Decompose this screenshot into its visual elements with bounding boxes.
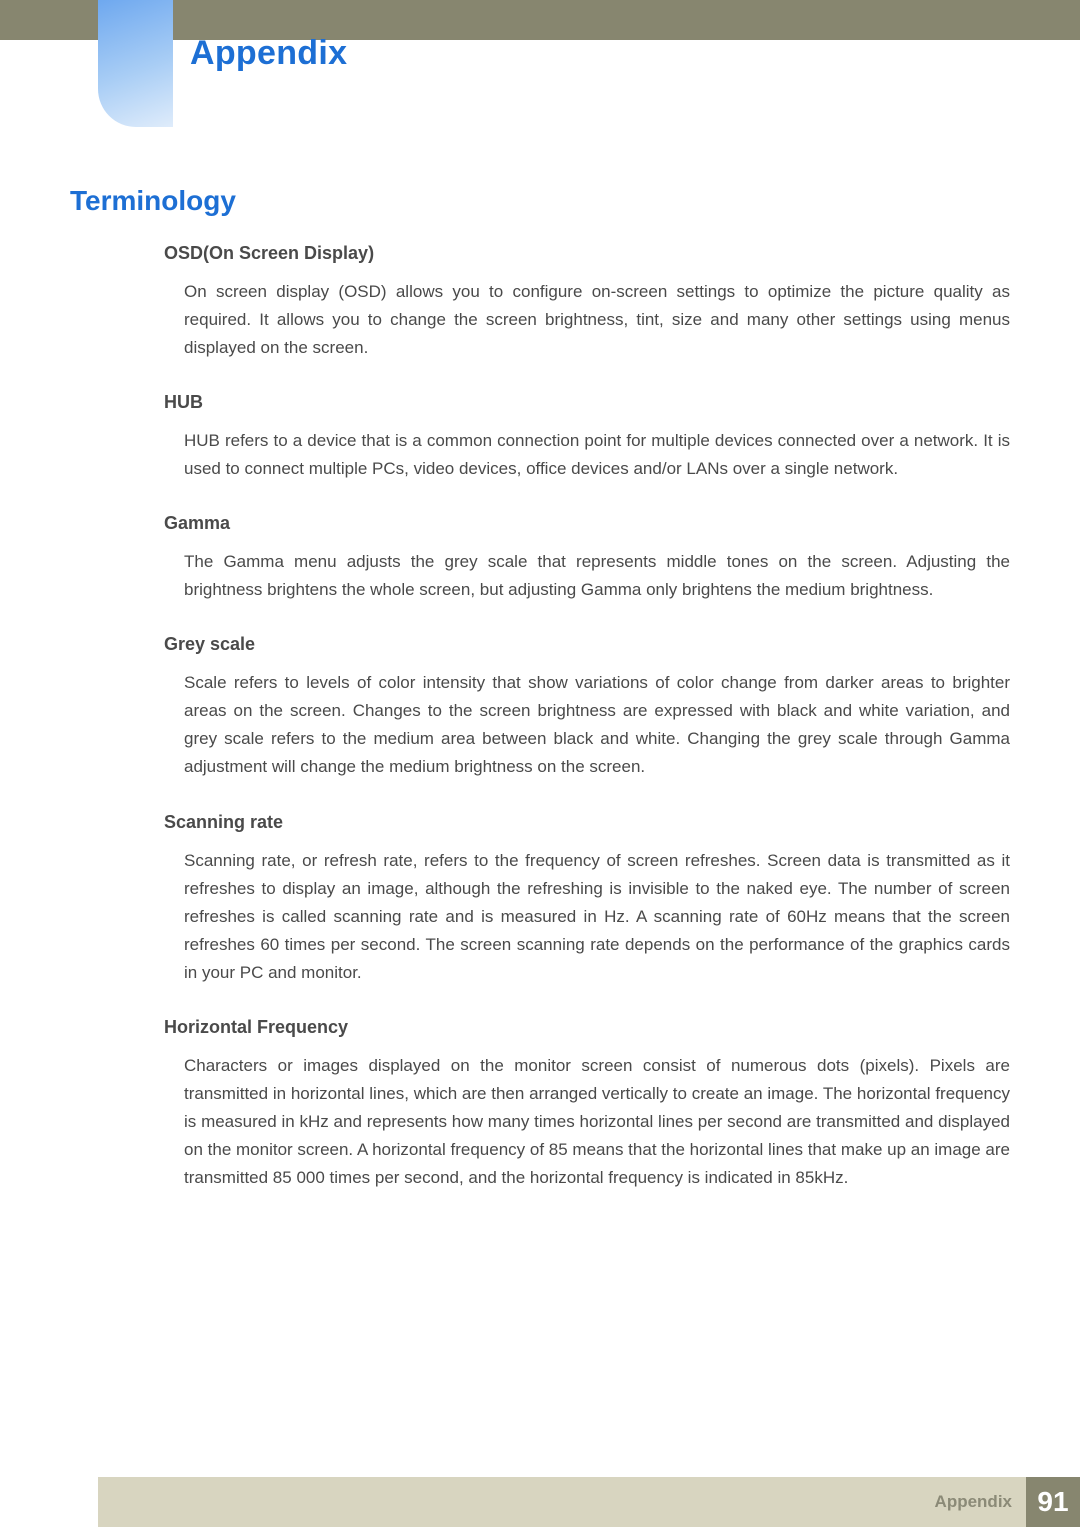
chapter-title: Appendix [190, 34, 347, 73]
term-block: OSD(On Screen Display) On screen display… [164, 243, 1010, 362]
term-title: Gamma [164, 513, 1010, 534]
term-body: Characters or images displayed on the mo… [184, 1052, 1010, 1192]
footer-label: Appendix [935, 1492, 1012, 1512]
footer-bar: Appendix 91 [98, 1477, 1080, 1527]
term-body: The Gamma menu adjusts the grey scale th… [184, 548, 1010, 604]
term-body: Scanning rate, or refresh rate, refers t… [184, 847, 1010, 987]
term-title: Scanning rate [164, 812, 1010, 833]
footer-page-number: 91 [1026, 1477, 1080, 1527]
term-body: HUB refers to a device that is a common … [184, 427, 1010, 483]
term-block: Scanning rate Scanning rate, or refresh … [164, 812, 1010, 987]
content-area: OSD(On Screen Display) On screen display… [164, 243, 1010, 1222]
term-body: On screen display (OSD) allows you to co… [184, 278, 1010, 362]
term-title: HUB [164, 392, 1010, 413]
term-block: Grey scale Scale refers to levels of col… [164, 634, 1010, 781]
term-title: Horizontal Frequency [164, 1017, 1010, 1038]
term-body: Scale refers to levels of color intensit… [184, 669, 1010, 781]
chapter-tab [98, 0, 173, 127]
term-title: Grey scale [164, 634, 1010, 655]
term-block: Gamma The Gamma menu adjusts the grey sc… [164, 513, 1010, 604]
term-block: Horizontal Frequency Characters or image… [164, 1017, 1010, 1192]
section-title: Terminology [70, 185, 236, 217]
term-title: OSD(On Screen Display) [164, 243, 1010, 264]
term-block: HUB HUB refers to a device that is a com… [164, 392, 1010, 483]
